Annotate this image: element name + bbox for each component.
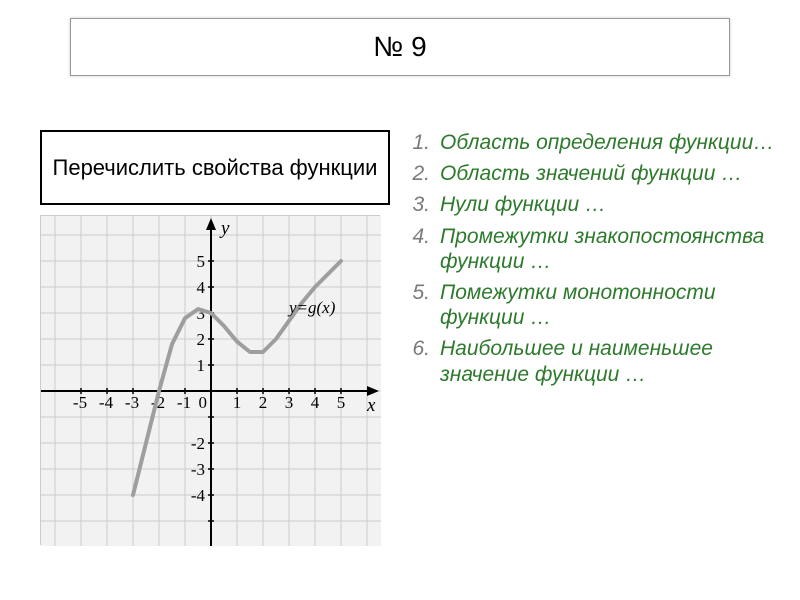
page-title: № 9 bbox=[373, 31, 426, 63]
svg-text:0: 0 bbox=[199, 393, 208, 412]
list-item: 3.Нули функции … bbox=[410, 192, 780, 217]
list-item-text: Промежутки знакопостоянства функции … bbox=[440, 224, 780, 274]
list-item: 5.Помежутки монотонности функции … bbox=[410, 280, 780, 330]
svg-text:5: 5 bbox=[337, 393, 346, 412]
svg-text:2: 2 bbox=[197, 330, 206, 349]
list-item-text: Область значений функции … bbox=[440, 161, 742, 186]
svg-text:-1: -1 bbox=[177, 393, 191, 412]
properties-list: 1.Область определения функции…2.Область … bbox=[410, 130, 780, 393]
list-item-number: 5. bbox=[410, 280, 440, 305]
svg-text:-4: -4 bbox=[99, 393, 114, 412]
prompt-text: Перечислить свойства функции bbox=[53, 155, 378, 180]
list-item-text: Нули функции … bbox=[440, 192, 606, 217]
graph-container: -5-4-3-2-101234554321-2-3-4xyy=g(x) bbox=[40, 215, 380, 545]
function-graph: -5-4-3-2-101234554321-2-3-4xyy=g(x) bbox=[41, 216, 381, 546]
svg-text:4: 4 bbox=[197, 278, 206, 297]
list-item: 1.Область определения функции… bbox=[410, 130, 780, 155]
svg-text:-2: -2 bbox=[191, 434, 205, 453]
title-box: № 9 bbox=[70, 18, 730, 76]
list-item: 4.Промежутки знакопостоянства функции … bbox=[410, 224, 780, 274]
svg-text:3: 3 bbox=[285, 393, 294, 412]
list-item-number: 2. bbox=[410, 161, 440, 186]
list-item: 2.Область значений функции … bbox=[410, 161, 780, 186]
svg-text:x: x bbox=[366, 395, 376, 416]
list-item-number: 1. bbox=[410, 130, 440, 155]
svg-text:2: 2 bbox=[259, 393, 268, 412]
svg-text:-4: -4 bbox=[191, 486, 206, 505]
list-item-text: Помежутки монотонности функции … bbox=[440, 280, 780, 330]
svg-text:-3: -3 bbox=[125, 393, 139, 412]
list-item-number: 4. bbox=[410, 224, 440, 249]
list-item-number: 3. bbox=[410, 192, 440, 217]
svg-text:y: y bbox=[219, 218, 230, 239]
svg-text:5: 5 bbox=[197, 252, 206, 271]
svg-text:1: 1 bbox=[233, 393, 242, 412]
svg-text:4: 4 bbox=[311, 393, 320, 412]
prompt-box: Перечислить свойства функции bbox=[40, 130, 390, 205]
svg-text:y=g(x): y=g(x) bbox=[287, 298, 336, 317]
svg-text:-5: -5 bbox=[73, 393, 87, 412]
list-item-text: Область определения функции… bbox=[440, 130, 774, 155]
list-item-number: 6. bbox=[410, 336, 440, 361]
list-item-text: Наибольшее и наименьшее значение функции… bbox=[440, 336, 780, 386]
svg-text:3: 3 bbox=[197, 304, 206, 323]
svg-text:1: 1 bbox=[197, 356, 206, 375]
svg-text:-3: -3 bbox=[191, 460, 205, 479]
list-item: 6.Наибольшее и наименьшее значение функц… bbox=[410, 336, 780, 386]
